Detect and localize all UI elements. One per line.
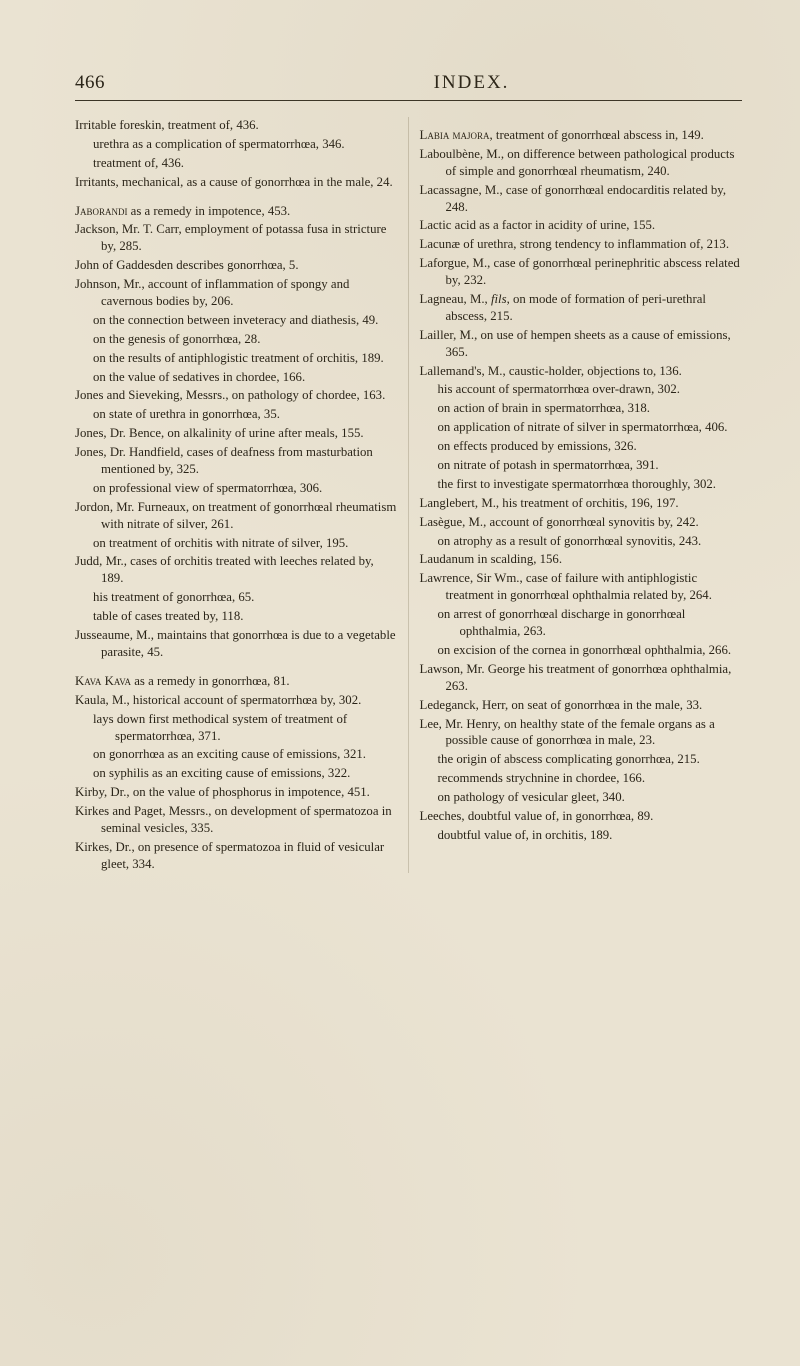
index-entry: Kaula, M., historical account of spermat… — [75, 692, 398, 709]
index-subentry: on the value of sedatives in chordee, 16… — [75, 369, 398, 386]
index-entry: Kava Kava as a remedy in gonorrhœa, 81. — [75, 673, 398, 690]
index-subentry: doubtful value of, in orchitis, 189. — [420, 827, 743, 844]
index-entry: Labia majora, treatment of gonorrhœal ab… — [420, 127, 743, 144]
index-entry: Leeches, doubtful value of, in gonorrhœa… — [420, 808, 743, 825]
index-entry: Jusseaume, M., maintains that gonorrhœa … — [75, 627, 398, 661]
index-subentry: on application of nitrate of silver in s… — [420, 419, 743, 436]
index-subentry: on gonorrhœa as an exciting cause of emi… — [75, 746, 398, 763]
index-entry: Jackson, Mr. T. Carr, employment of pota… — [75, 221, 398, 255]
index-subentry: on treatment of orchitis with nitrate of… — [75, 535, 398, 552]
index-subentry: on professional view of spermatorrhœa, 3… — [75, 480, 398, 497]
index-entry: Lagneau, M., fils, on mode of formation … — [420, 291, 743, 325]
index-entry: Kirkes and Paget, Messrs., on developmen… — [75, 803, 398, 837]
section-gap — [420, 117, 743, 127]
index-entry: Jones, Dr. Bence, on alkalinity of urine… — [75, 425, 398, 442]
section-gap — [75, 193, 398, 203]
index-entry: Irritants, mechanical, as a cause of gon… — [75, 174, 398, 191]
index-entry: Jordon, Mr. Furneaux, on treatment of go… — [75, 499, 398, 533]
index-subentry: on the genesis of gonorrhœa, 28. — [75, 331, 398, 348]
index-entry: Jones, Dr. Handfield, cases of deafness … — [75, 444, 398, 478]
index-subentry: on action of brain in spermatorrhœa, 318… — [420, 400, 743, 417]
index-entry: Ledeganck, Herr, on seat of gonorrhœa in… — [420, 697, 743, 714]
index-entry: Lailler, M., on use of hempen sheets as … — [420, 327, 743, 361]
index-entry: Lallemand's, M., caustic-holder, objecti… — [420, 363, 743, 380]
running-title: INDEX. — [105, 72, 738, 94]
index-subentry: on the results of antiphlogistic treatme… — [75, 350, 398, 367]
index-subentry: on the connection between inveteracy and… — [75, 312, 398, 329]
index-subentry: his treatment of gonorrhœa, 65. — [75, 589, 398, 606]
page-number: 466 — [75, 72, 105, 94]
index-entry: Laudanum in scalding, 156. — [420, 551, 743, 568]
index-entry: Lawson, Mr. George his treatment of gono… — [420, 661, 743, 695]
index-subentry: on pathology of vesicular gleet, 340. — [420, 789, 743, 806]
index-entry: Lacunæ of urethra, strong tendency to in… — [420, 236, 743, 253]
index-subentry: urethra as a complication of spermatorrh… — [75, 136, 398, 153]
index-subentry: treatment of, 436. — [75, 155, 398, 172]
header-rule — [75, 100, 742, 101]
index-entry: Johnson, Mr., account of inflammation of… — [75, 276, 398, 310]
index-subentry: the origin of abscess complicating gonor… — [420, 751, 743, 768]
index-page: 466 INDEX. Irritable foreskin, treatment… — [0, 0, 800, 1366]
index-subentry: on arrest of gonorrhœal discharge in gon… — [420, 606, 743, 640]
index-columns: Irritable foreskin, treatment of, 436. ur… — [75, 117, 742, 873]
index-entry: Jaborandi as a remedy in impotence, 453. — [75, 203, 398, 220]
index-entry: Langlebert, M., his treatment of orchiti… — [420, 495, 743, 512]
index-entry: Kirby, Dr., on the value of phosphorus i… — [75, 784, 398, 801]
index-entry: Irritable foreskin, treatment of, 436. — [75, 117, 398, 134]
index-entry: Kirkes, Dr., on presence of spermatozoa … — [75, 839, 398, 873]
index-entry: Lee, Mr. Henry, on healthy state of the … — [420, 716, 743, 750]
index-entry: Lacassagne, M., case of gonorrhœal endoc… — [420, 182, 743, 216]
index-subentry: on state of urethra in gonorrhœa, 35. — [75, 406, 398, 423]
index-entry: Lactic acid as a factor in acidity of ur… — [420, 217, 743, 234]
index-entry: Lawrence, Sir Wm., case of failure with … — [420, 570, 743, 604]
index-subentry: the first to investigate spermatorrhœa t… — [420, 476, 743, 493]
index-subentry: lays down first methodical system of tre… — [75, 711, 398, 745]
index-subentry: on excision of the cornea in gonorrhœal … — [420, 642, 743, 659]
index-entry: Laboulbène, M., on difference between pa… — [420, 146, 743, 180]
index-entry: John of Gaddesden describes gonorrhœa, 5… — [75, 257, 398, 274]
index-subentry: on syphilis as an exciting cause of emis… — [75, 765, 398, 782]
index-subentry: table of cases treated by, 118. — [75, 608, 398, 625]
index-subentry: on atrophy as a result of gonorrhœal syn… — [420, 533, 743, 550]
index-entry: Judd, Mr., cases of orchitis treated wit… — [75, 553, 398, 587]
index-entry: Lasègue, M., account of gonorrhœal synov… — [420, 514, 743, 531]
index-subentry: on effects produced by emissions, 326. — [420, 438, 743, 455]
index-subentry: on nitrate of potash in spermatorrhœa, 3… — [420, 457, 743, 474]
running-header: 466 INDEX. — [75, 72, 742, 94]
section-gap — [75, 663, 398, 673]
index-subentry: his account of spermatorrhœa over-drawn,… — [420, 381, 743, 398]
index-entry: Laforgue, M., case of gonorrhœal perinep… — [420, 255, 743, 289]
index-subentry: recommends strychnine in chordee, 166. — [420, 770, 743, 787]
index-entry: Jones and Sieveking, Messrs., on patholo… — [75, 387, 398, 404]
